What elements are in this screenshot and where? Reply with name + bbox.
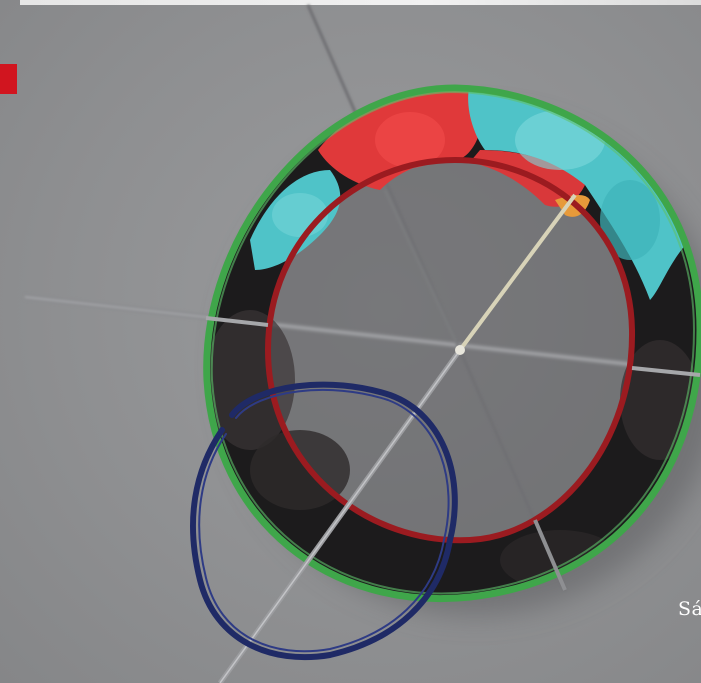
top-image-strip — [20, 0, 701, 5]
caption-text: Sá — [678, 598, 701, 620]
red-square-marker — [0, 64, 17, 94]
navy-loop — [190, 381, 458, 661]
front-axis-lines — [205, 193, 701, 683]
